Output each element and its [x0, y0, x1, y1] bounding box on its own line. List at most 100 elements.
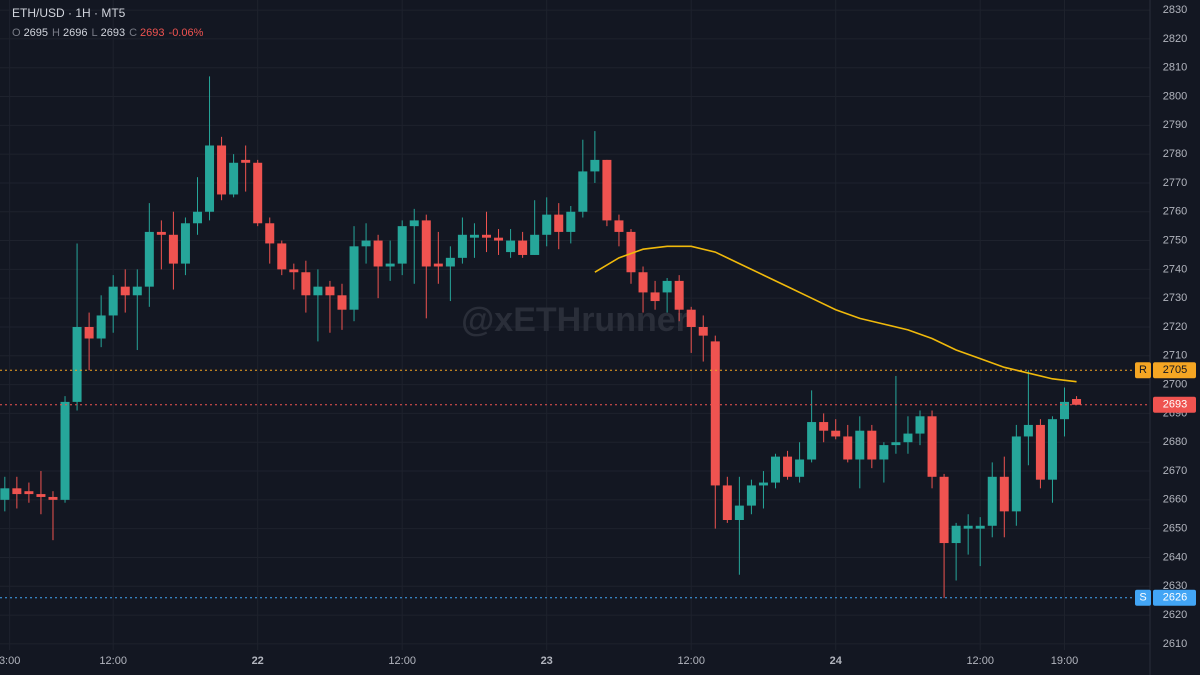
candle-body	[662, 280, 672, 293]
candle-body	[265, 223, 275, 244]
y-tick-label: 2670	[1163, 465, 1187, 477]
y-tick-label: 2650	[1163, 523, 1187, 535]
candle-body	[530, 234, 540, 255]
candle-body	[373, 240, 383, 267]
candle-body	[975, 525, 985, 529]
ohlc-header: O 2695 H 2696 L 2693 C 2693 -0.06%	[12, 27, 204, 39]
candle-body	[891, 442, 901, 446]
candle-body	[241, 159, 251, 163]
candle-body	[253, 162, 263, 224]
candle-body	[867, 430, 877, 460]
candle-body	[783, 456, 793, 477]
change: -0.06%	[169, 27, 204, 39]
ohlc-value: 2693	[140, 27, 164, 39]
candle-body	[602, 159, 612, 221]
level-tag	[1135, 362, 1151, 379]
candle-body	[0, 488, 10, 500]
candle-body	[734, 505, 744, 521]
candle-body	[96, 315, 106, 339]
price-tag	[1153, 362, 1196, 379]
candle-body	[915, 416, 925, 434]
candle-body	[746, 485, 756, 506]
candle-body	[674, 280, 684, 310]
y-tick-label: 2800	[1163, 90, 1187, 102]
candle-body	[421, 220, 431, 267]
ohlc-value: 2696	[63, 27, 87, 39]
candle-body	[397, 226, 407, 264]
x-tick-label: 22	[252, 655, 264, 667]
ohlc-value: 2695	[24, 27, 48, 39]
candle-body	[494, 237, 504, 241]
candle-body	[469, 234, 479, 238]
y-tick-label: 2760	[1163, 206, 1187, 218]
candle-body	[132, 286, 142, 296]
y-tick-label: 2770	[1163, 177, 1187, 189]
x-tick-label: 12:00	[677, 655, 705, 667]
candle-body	[626, 231, 636, 273]
candle-body	[927, 416, 937, 477]
candle-body	[229, 162, 239, 195]
candle-body	[819, 422, 829, 431]
candle-body	[313, 286, 323, 296]
y-tick-label: 2640	[1163, 551, 1187, 563]
candle-body	[217, 145, 227, 195]
y-tick-label: 2780	[1163, 148, 1187, 160]
candle-body	[192, 211, 202, 224]
candle-body	[48, 496, 58, 500]
level-name: S	[1139, 592, 1146, 604]
candle-body	[1072, 399, 1082, 405]
y-tick-label: 2720	[1163, 321, 1187, 333]
y-tick-label: 2730	[1163, 292, 1187, 304]
candle-body	[120, 286, 130, 296]
ohlc-label: L	[91, 27, 97, 39]
candle-body	[855, 430, 865, 460]
moving-average	[594, 245, 1077, 383]
candle-body	[795, 459, 805, 477]
candle-body	[951, 525, 961, 544]
candle-body	[686, 309, 696, 327]
y-tick-label: 2710	[1163, 350, 1187, 362]
candle-body	[578, 171, 588, 212]
price-label: 2693	[1163, 399, 1187, 411]
candle-body	[349, 246, 359, 310]
candle-body	[168, 234, 178, 264]
candle-body	[843, 436, 853, 460]
candle-body	[72, 326, 82, 402]
candle-body	[12, 488, 22, 495]
candle-body	[722, 485, 732, 521]
candle-body	[566, 211, 576, 232]
price-tag	[1153, 589, 1196, 606]
ohlc-label: O	[12, 27, 21, 39]
ohlc-label: C	[129, 27, 137, 39]
candle-body	[1060, 401, 1070, 420]
candle-body	[614, 220, 624, 232]
candle-body	[205, 145, 215, 212]
y-tick-label: 2810	[1163, 62, 1187, 74]
candle-body	[445, 257, 455, 267]
x-tick-label: 19:00	[1051, 655, 1079, 667]
y-tick-label: 2630	[1163, 580, 1187, 592]
y-tick-label: 2790	[1163, 119, 1187, 131]
candle-body	[60, 401, 70, 500]
candle-body	[156, 231, 166, 235]
candle-body	[939, 476, 949, 544]
candle-body	[36, 494, 46, 497]
candle-body	[807, 422, 817, 460]
candle-body	[650, 292, 660, 302]
candle-body	[481, 234, 491, 238]
price-tag	[1153, 396, 1196, 413]
candle-body	[289, 269, 299, 273]
level-tag	[1135, 589, 1151, 606]
x-tick-label: 23	[541, 655, 553, 667]
candle-body	[518, 240, 528, 255]
y-tick-label: 2620	[1163, 609, 1187, 621]
candle-body	[963, 525, 973, 529]
candle-body	[457, 234, 467, 258]
price-label: 2705	[1163, 364, 1187, 376]
candle-body	[24, 491, 34, 495]
y-tick-label: 2820	[1163, 33, 1187, 45]
candle-body	[108, 286, 118, 316]
candle-body	[590, 159, 600, 172]
candle-body	[180, 223, 190, 264]
